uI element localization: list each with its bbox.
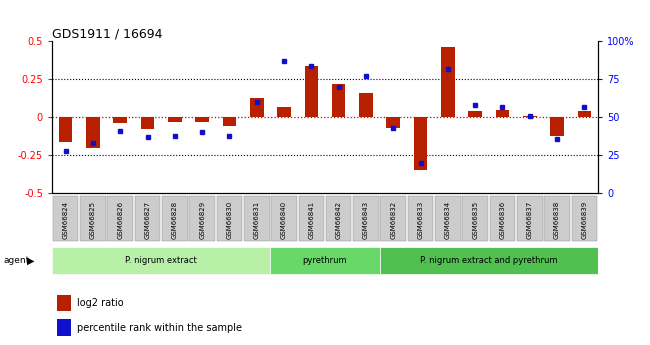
FancyBboxPatch shape (80, 196, 106, 240)
FancyBboxPatch shape (162, 196, 188, 240)
Bar (332, 84, 346, 117)
Bar (86, 117, 100, 148)
Text: log2 ratio: log2 ratio (77, 298, 124, 308)
FancyBboxPatch shape (107, 196, 133, 240)
FancyBboxPatch shape (135, 196, 161, 240)
FancyBboxPatch shape (298, 196, 324, 240)
Text: GSM66835: GSM66835 (472, 200, 478, 239)
FancyBboxPatch shape (271, 196, 297, 240)
Text: GSM66841: GSM66841 (308, 200, 315, 239)
Bar (57, 319, 71, 336)
FancyBboxPatch shape (380, 246, 598, 275)
Bar (495, 110, 510, 117)
Text: GSM66828: GSM66828 (172, 200, 178, 239)
FancyBboxPatch shape (489, 196, 515, 240)
Text: GSM66834: GSM66834 (445, 200, 451, 239)
Text: GSM66832: GSM66832 (390, 200, 396, 239)
Bar (414, 117, 428, 170)
FancyBboxPatch shape (544, 196, 570, 240)
Bar (441, 48, 454, 117)
Bar (222, 117, 237, 126)
Bar (59, 117, 73, 141)
Text: P. nigrum extract: P. nigrum extract (125, 256, 197, 265)
Text: GSM66840: GSM66840 (281, 200, 287, 239)
FancyBboxPatch shape (353, 196, 379, 240)
Text: GSM66842: GSM66842 (335, 200, 342, 238)
FancyBboxPatch shape (571, 196, 597, 240)
Text: pyrethrum: pyrethrum (303, 256, 347, 265)
Bar (196, 117, 209, 122)
FancyBboxPatch shape (216, 196, 242, 240)
Text: GSM66827: GSM66827 (144, 200, 151, 239)
Bar (57, 295, 71, 311)
Text: ▶: ▶ (27, 256, 35, 265)
FancyBboxPatch shape (52, 246, 270, 275)
Text: percentile rank within the sample: percentile rank within the sample (77, 323, 242, 333)
FancyBboxPatch shape (326, 196, 352, 240)
FancyBboxPatch shape (270, 246, 380, 275)
FancyBboxPatch shape (408, 196, 434, 240)
Bar (141, 117, 155, 129)
Text: P. nigrum extract and pyrethrum: P. nigrum extract and pyrethrum (420, 256, 558, 265)
Text: GSM66839: GSM66839 (581, 200, 588, 239)
FancyBboxPatch shape (189, 196, 215, 240)
Bar (304, 66, 318, 117)
Text: GSM66825: GSM66825 (90, 200, 96, 238)
Text: GSM66837: GSM66837 (526, 200, 533, 239)
FancyBboxPatch shape (517, 196, 543, 240)
FancyBboxPatch shape (435, 196, 461, 240)
Bar (114, 117, 127, 124)
FancyBboxPatch shape (462, 196, 488, 240)
Text: GSM66833: GSM66833 (417, 200, 424, 239)
Text: GSM66829: GSM66829 (199, 200, 205, 239)
Bar (523, 116, 537, 117)
Text: GSM66826: GSM66826 (117, 200, 124, 239)
Text: GSM66830: GSM66830 (226, 200, 233, 239)
FancyBboxPatch shape (244, 196, 270, 240)
FancyBboxPatch shape (53, 196, 79, 240)
Bar (577, 111, 592, 117)
Text: GSM66836: GSM66836 (499, 200, 506, 239)
Bar (250, 98, 264, 117)
Bar (359, 93, 373, 117)
Text: GSM66824: GSM66824 (62, 200, 69, 238)
Text: agent: agent (3, 256, 29, 265)
Text: GSM66838: GSM66838 (554, 200, 560, 239)
FancyBboxPatch shape (380, 196, 406, 240)
Text: GDS1911 / 16694: GDS1911 / 16694 (52, 27, 162, 40)
Bar (387, 117, 400, 128)
Bar (168, 117, 182, 122)
Text: GSM66831: GSM66831 (254, 200, 260, 239)
Text: GSM66843: GSM66843 (363, 200, 369, 239)
Bar (278, 107, 291, 117)
Bar (468, 111, 482, 117)
Bar (550, 117, 564, 136)
